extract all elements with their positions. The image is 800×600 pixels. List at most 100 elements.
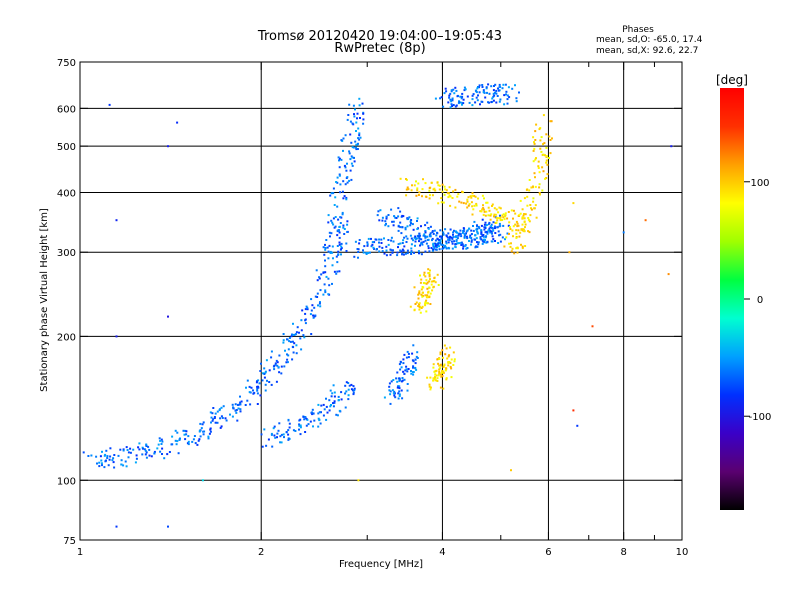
ordinary-trace-point — [391, 220, 394, 223]
extraordinary-trace-point — [482, 207, 485, 210]
extraordinary-trace-point — [521, 208, 524, 211]
extraordinary-trace-point — [443, 364, 446, 366]
x-tick-label: 1 — [77, 547, 83, 558]
ordinary-trace-point — [350, 141, 353, 144]
ordinary-trace-point — [470, 240, 473, 243]
extraordinary-trace-point — [433, 377, 436, 380]
extraordinary-trace-point — [528, 179, 531, 181]
extraordinary-trace-point — [529, 204, 532, 206]
ordinary-trace-point — [399, 242, 402, 245]
ordinary-trace-point — [475, 96, 478, 99]
ordinary-trace-point — [239, 410, 242, 413]
ordinary-trace-point — [345, 196, 348, 199]
extraordinary-trace-point — [521, 223, 524, 226]
ordinary-trace-point — [480, 100, 483, 103]
ordinary-trace-point — [388, 389, 391, 392]
ordinary-trace-point — [453, 240, 456, 243]
ordinary-trace-point — [239, 408, 242, 411]
ordinary-trace-point — [299, 337, 302, 340]
ordinary-trace-point — [494, 232, 497, 234]
ordinary-trace-point — [392, 240, 395, 243]
extraordinary-trace-point — [445, 189, 448, 192]
isolated-point — [576, 424, 579, 427]
ordinary-trace-point — [292, 351, 295, 354]
isolated-point — [176, 121, 179, 124]
ordinary-trace-point — [481, 218, 484, 221]
ordinary-trace-point — [458, 101, 461, 104]
extraordinary-trace-point — [438, 184, 441, 187]
ordinary-trace-point — [112, 461, 115, 464]
ordinary-trace-point — [482, 235, 485, 238]
ordinary-trace-point — [489, 226, 492, 229]
ordinary-trace-point — [365, 253, 368, 255]
ordinary-trace-point — [260, 433, 263, 436]
ordinary-trace-point — [468, 236, 471, 239]
extraordinary-trace-point — [546, 173, 549, 176]
ordinary-trace-point — [262, 372, 264, 375]
ordinary-trace-point — [160, 438, 163, 441]
ordinary-trace-point — [492, 99, 495, 102]
ordinary-trace-point — [345, 390, 348, 393]
ordinary-trace-point — [287, 348, 290, 351]
ordinary-trace-point — [403, 245, 406, 248]
extraordinary-trace-point — [438, 368, 441, 371]
ordinary-trace-point — [400, 366, 403, 369]
ordinary-trace-point — [384, 220, 387, 223]
ordinary-trace-point — [335, 272, 338, 275]
extraordinary-trace-point — [539, 139, 542, 142]
ordinary-trace-point — [514, 84, 516, 87]
ordinary-trace-point — [310, 309, 313, 312]
ordinary-trace-point — [447, 238, 450, 241]
extraordinary-trace-point — [521, 247, 524, 250]
ordinary-trace-point — [95, 455, 98, 458]
ordinary-trace-point — [355, 130, 357, 132]
ordinary-trace-point — [490, 85, 493, 88]
ordinary-trace-point — [304, 431, 307, 433]
ordinary-trace-point — [489, 231, 492, 234]
extraordinary-trace-point — [522, 217, 525, 220]
ordinary-trace-point — [319, 301, 321, 304]
ordinary-trace-point — [451, 242, 454, 245]
extraordinary-trace-point — [504, 212, 507, 215]
ordinary-trace-point — [295, 344, 298, 347]
colorbar-label: [deg] — [716, 73, 748, 87]
ordinary-trace-point — [90, 454, 93, 457]
ordinary-trace-point — [397, 207, 400, 210]
ordinary-trace-point — [124, 460, 127, 463]
extraordinary-trace-point — [504, 215, 506, 218]
ordinary-trace-point — [287, 433, 290, 436]
ordinary-trace-point — [406, 249, 409, 252]
extraordinary-trace-point — [548, 135, 551, 138]
ordinary-trace-point — [462, 227, 465, 230]
ordinary-trace-point — [410, 253, 413, 255]
ordinary-trace-point — [505, 93, 507, 96]
extraordinary-trace-point — [528, 220, 531, 223]
ordinary-trace-point — [497, 242, 500, 244]
ordinary-trace-point — [356, 148, 359, 150]
ordinary-trace-point — [393, 215, 396, 218]
ordinary-trace-point — [418, 252, 420, 255]
ordinary-trace-point — [435, 248, 438, 251]
extraordinary-trace-point — [482, 213, 485, 216]
extraordinary-trace-point — [475, 202, 478, 205]
ordinary-trace-point — [280, 433, 283, 436]
ordinary-trace-point — [253, 391, 256, 394]
ordinary-trace-point — [494, 83, 497, 86]
ordinary-trace-point — [138, 442, 141, 445]
ordinary-trace-point — [451, 105, 454, 107]
ordinary-trace-point — [237, 407, 240, 410]
extraordinary-trace-point — [437, 374, 440, 377]
ordinary-trace-point — [317, 417, 320, 420]
extraordinary-trace-point — [418, 291, 421, 294]
ordinary-trace-point — [337, 399, 340, 401]
ordinary-trace-point — [218, 408, 221, 411]
ordinary-trace-point — [340, 253, 342, 256]
extraordinary-trace-point — [515, 220, 518, 223]
extraordinary-trace-point — [513, 252, 516, 255]
ordinary-trace-point — [405, 356, 408, 359]
ordinary-trace-point — [435, 242, 438, 245]
ordinary-trace-point — [352, 391, 355, 394]
extraordinary-trace-point — [471, 205, 474, 208]
extraordinary-trace-point — [428, 385, 431, 388]
ordinary-trace-point — [462, 245, 465, 248]
